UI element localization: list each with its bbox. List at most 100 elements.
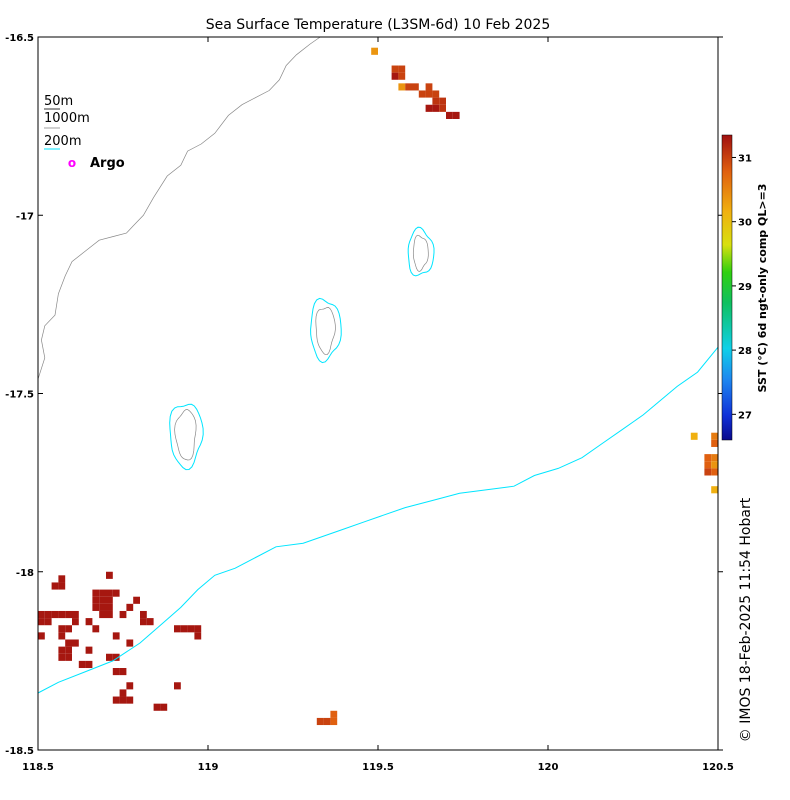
sst-cell	[119, 610, 127, 619]
sst-cell	[85, 660, 93, 669]
sst-cell	[99, 610, 106, 619]
sst-cell	[432, 104, 440, 112]
sst-cell	[133, 596, 140, 604]
colorbar-gradient	[721, 134, 733, 441]
sst-cell	[126, 639, 134, 647]
north-shoal-50m	[412, 234, 429, 272]
contour-50m	[37, 36, 321, 380]
sst-cell	[432, 97, 440, 105]
colorbar-tick-label: 31	[738, 153, 752, 164]
sst-cell	[106, 596, 113, 604]
sst-cell	[112, 696, 120, 704]
sst-cell	[690, 432, 698, 440]
sst-cell	[140, 610, 147, 619]
sst-cell	[194, 625, 202, 633]
sst-cell	[65, 653, 72, 661]
sst-cell	[58, 610, 66, 619]
sst-cell	[112, 589, 120, 597]
plot-background	[38, 37, 718, 750]
sst-cell	[187, 625, 195, 633]
sst-cell	[126, 682, 134, 690]
sst-cell	[412, 83, 419, 91]
sst-cell	[58, 625, 66, 633]
sst-cell	[38, 610, 45, 619]
sst-cell	[65, 625, 72, 633]
sst-cell	[418, 90, 426, 98]
sst-cell	[711, 439, 718, 447]
contour-200m	[37, 346, 719, 694]
south-shoal-200m	[169, 403, 204, 471]
sst-cell	[146, 618, 154, 626]
colorbar: 27 28 29 30 31 SST (°C) 6d ngt-only comp QL>…	[721, 134, 769, 441]
x-tick-label: 118.5	[22, 762, 54, 773]
sst-cell	[44, 610, 52, 619]
sst-cell	[180, 625, 188, 633]
sst-cell	[112, 653, 120, 661]
sst-cell	[112, 632, 120, 640]
sst-cell	[92, 589, 100, 597]
sst-cell	[85, 618, 93, 626]
sst-cell	[92, 596, 100, 604]
sst-cell	[106, 653, 113, 661]
sst-cell	[38, 632, 45, 640]
sst-cell	[58, 582, 66, 590]
sst-cell	[452, 111, 460, 119]
sst-cell	[140, 618, 147, 626]
sst-cell	[704, 454, 712, 462]
sst-cell	[330, 710, 338, 718]
sst-cell	[711, 454, 718, 462]
x-tick-label: 120	[538, 762, 559, 773]
y-tick-label: -17.5	[5, 390, 34, 401]
sst-cell	[38, 618, 45, 626]
sst-cell	[119, 696, 127, 704]
sst-cell	[65, 639, 72, 647]
sst-cell	[112, 668, 120, 676]
sst-cells	[38, 47, 718, 726]
argo-marker-icon: o	[68, 156, 76, 170]
sst-cell	[439, 104, 446, 112]
colorbar-ticks: 27 28 29 30 31	[732, 153, 752, 421]
x-tick-label: 119.5	[362, 762, 394, 773]
north-shoal-200m	[407, 226, 435, 277]
sst-cell	[425, 90, 433, 98]
sst-cell	[65, 646, 72, 654]
sst-cell	[51, 610, 59, 619]
sst-cell	[398, 83, 406, 91]
sst-cell	[425, 83, 433, 91]
sst-cell	[704, 461, 712, 469]
sst-cell	[58, 575, 66, 583]
sst-cell	[126, 696, 134, 704]
sst-cell	[106, 589, 113, 597]
sst-cell	[72, 618, 79, 626]
sst-cell	[106, 610, 113, 619]
middle-shoal-200m	[310, 297, 342, 364]
sst-cell	[711, 461, 718, 469]
sst-cell	[704, 468, 712, 476]
colorbar-tick-label: 29	[738, 282, 752, 293]
sst-cell	[126, 603, 134, 611]
sst-cell	[99, 603, 106, 611]
sst-cell	[711, 486, 718, 494]
middle-shoal-50m	[315, 307, 336, 356]
sst-cell	[405, 83, 412, 91]
sst-cell	[153, 703, 161, 711]
colorbar-tick-label: 27	[738, 410, 752, 421]
sst-cell	[119, 689, 127, 697]
credit-text: © IMOS 18-Feb-2025 11:54 Hobart	[738, 497, 754, 742]
y-tick-label: -18	[16, 568, 34, 579]
sst-cell	[174, 625, 181, 633]
sst-cell	[439, 97, 446, 105]
sst-cell	[58, 646, 66, 654]
sst-cell	[92, 603, 100, 611]
sst-cell	[65, 610, 72, 619]
sst-cell	[72, 610, 79, 619]
colorbar-tick-label: 28	[738, 346, 752, 357]
y-tick-label: -18.5	[5, 746, 34, 757]
sst-cell	[106, 571, 113, 579]
map-title: Sea Surface Temperature (L3SM-6d) 10 Feb…	[206, 17, 550, 33]
legend-label-200m: 200m	[44, 134, 81, 149]
sst-cell	[398, 65, 406, 73]
shoal-contours	[169, 226, 435, 471]
sst-cell	[432, 90, 440, 98]
